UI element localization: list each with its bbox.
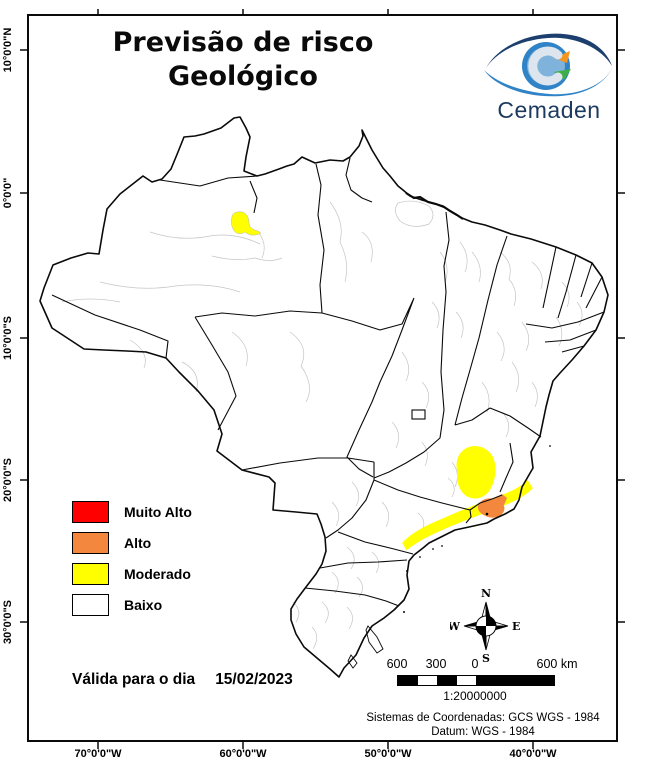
validity-label: Válida para o dia <box>72 671 196 688</box>
lon-label-40w: 40°0'0"W <box>509 748 557 760</box>
amazon-mouth-islands <box>405 192 464 220</box>
map-frame <box>27 14 618 742</box>
compass-rose-icon: N S E W <box>450 587 520 664</box>
legend-label-alto: Alto <box>124 534 152 551</box>
cemaden-eye-icon <box>484 33 612 97</box>
lat-label-20s: 20°0'0"S <box>2 457 14 503</box>
lon-label-50w: 50°0'0"W <box>364 748 412 760</box>
eye-bottom-swoosh <box>484 68 612 97</box>
brazil-country-outline <box>39 116 609 678</box>
validity-date: 15/02/2023 <box>215 671 293 688</box>
risk-legend: Muito Alto Alto Moderado Baixo <box>72 500 192 624</box>
lagoa-dos-patos <box>365 625 384 654</box>
lat-label-0: 0°0'0" <box>2 177 14 209</box>
risk-area-moderado-amazonas <box>231 211 262 236</box>
risk-area-moderado-sudeste-blob <box>456 446 496 499</box>
logo-green-wedge <box>554 69 571 80</box>
legend-swatch-alto <box>72 531 109 554</box>
scale-bar-graphic <box>397 675 555 686</box>
municipality-boundaries <box>61 200 583 650</box>
scale-seg-2 <box>418 676 437 685</box>
legend-label-baixo: Baixo <box>124 596 163 613</box>
scale-600-km: 600 km <box>536 657 578 671</box>
legend-swatch-moderado <box>72 562 109 585</box>
legend-label-muito-alto: Muito Alto <box>124 503 192 520</box>
scale-ratio: 1:20000000 <box>443 689 507 703</box>
coastal-islands <box>403 445 551 613</box>
scale-seg-3 <box>437 676 457 685</box>
distrito-federal-outline <box>411 409 426 420</box>
lat-label-10n: 10°0'0"N <box>2 27 14 73</box>
graticule-ticks <box>20 9 625 749</box>
compass-e: E <box>512 620 520 633</box>
compass-n: N <box>481 587 491 600</box>
scale-seg-1 <box>398 676 418 685</box>
scale-seg-4 <box>457 676 476 685</box>
eye-top-swoosh <box>486 33 612 68</box>
scale-300: 300 <box>425 657 447 671</box>
lon-label-60w: 60°0'0"W <box>219 748 267 760</box>
page-title-line2: Geológico <box>168 60 318 92</box>
logo-letter-c <box>528 46 563 86</box>
legend-label-moderado: Moderado <box>124 565 191 582</box>
credits-line2: Datum: WGS - 1984 <box>431 726 535 739</box>
lon-label-70w: 70°0'0"W <box>74 748 122 760</box>
legend-swatch-baixo <box>72 593 109 616</box>
scale-bar: 600 300 0 600 km 1:20000000 <box>387 657 578 707</box>
scale-seg-5 <box>476 676 554 685</box>
risk-area-alto-rio <box>477 494 507 518</box>
scale-600-left: 600 <box>386 657 408 671</box>
legend-row-moderado: Moderado <box>72 562 192 585</box>
legend-row-alto: Alto <box>72 531 192 554</box>
compass-w: W <box>450 620 461 633</box>
page-title: Previsão de risco Geológico <box>28 26 458 94</box>
legend-row-baixo: Baixo <box>72 593 192 616</box>
state-boundaries <box>51 157 605 607</box>
legend-swatch-muito-alto <box>72 500 109 523</box>
page-title-line1: Previsão de risco <box>112 27 374 58</box>
compass-s: S <box>482 652 490 664</box>
brazil-country-fill <box>40 117 608 677</box>
legend-row-muito-alto: Muito Alto <box>72 500 192 523</box>
cemaden-logo: Cemaden <box>474 28 624 124</box>
lat-label-30s: 30°0'0"S <box>2 599 14 645</box>
credits-line1: Sistemas de Coordenadas: GCS WGS - 1984 <box>366 712 600 724</box>
coordinate-system-credits: Sistemas de Coordenadas: GCS WGS - 1984 … <box>352 711 614 740</box>
lat-label-10s: 10°0'0"S <box>2 315 14 361</box>
lagoa-mirim <box>347 654 358 669</box>
risk-area-marker <box>485 512 489 516</box>
scale-0: 0 <box>471 657 479 671</box>
cemaden-logo-text: Cemaden <box>497 97 601 123</box>
validity-line: Válida para o dia 15/02/2023 <box>72 671 293 689</box>
